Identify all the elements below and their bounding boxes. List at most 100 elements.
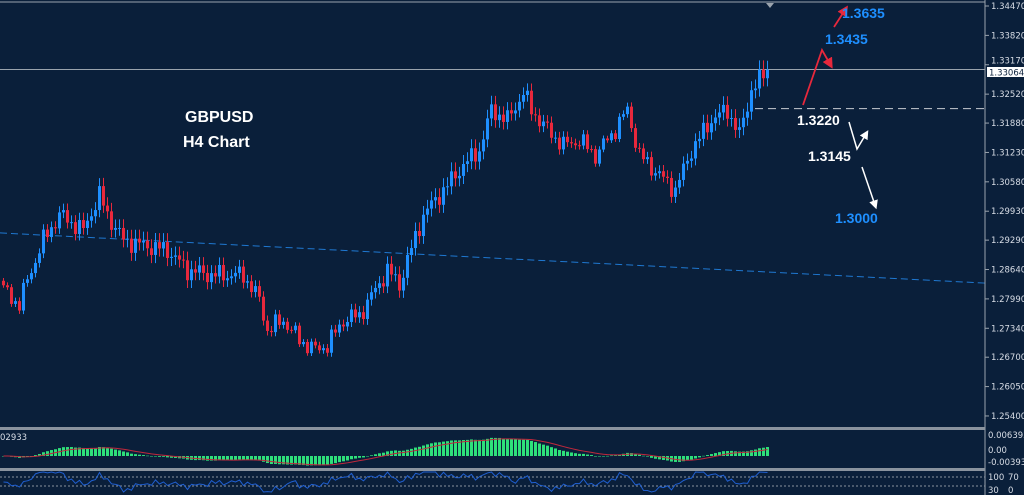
candle-body <box>626 106 629 115</box>
candle-body <box>78 220 81 235</box>
candle-body <box>650 157 653 176</box>
pullback-arrow <box>848 121 869 151</box>
candle-body <box>438 197 441 205</box>
chart-shift-marker-icon[interactable] <box>766 3 774 8</box>
candle-body <box>714 117 717 124</box>
macd-histogram-bar <box>406 449 409 456</box>
annotation-1-3635: 1.3635 <box>842 5 885 21</box>
candle-body <box>186 260 189 281</box>
candle-body <box>610 133 613 141</box>
candle-body <box>134 238 137 253</box>
candle-body <box>154 242 157 255</box>
macd-histogram-bar <box>62 447 65 456</box>
macd-histogram-bar <box>122 451 125 456</box>
annotation-1-3435: 1.3435 <box>825 31 868 47</box>
candle-body <box>210 273 213 283</box>
macd-histogram-bar <box>74 447 77 456</box>
macd-histogram-bar <box>562 450 565 456</box>
bullish-path-arrow <box>802 47 833 106</box>
macd-histogram-bar <box>442 441 445 456</box>
macd-histogram-bar <box>338 456 341 463</box>
candle-body <box>458 175 461 179</box>
macd-histogram-bar <box>682 456 685 462</box>
macd-histogram-bar <box>610 455 613 457</box>
candle-body <box>762 69 765 79</box>
macd-histogram-bar <box>198 456 201 461</box>
candle-body <box>702 122 705 139</box>
macd-histogram-bar <box>242 456 245 460</box>
macd-histogram-bar <box>170 456 173 458</box>
candle-body <box>706 122 709 133</box>
macd-histogram-bar <box>142 455 145 456</box>
macd-histogram-bar <box>238 456 241 460</box>
candle-body <box>398 274 401 291</box>
candle-body <box>158 242 161 249</box>
macd-histogram-bar <box>758 448 761 456</box>
candle-body <box>142 240 145 243</box>
panel-separator-macd[interactable] <box>0 427 985 430</box>
candle-body <box>346 321 349 327</box>
candle-body <box>110 211 113 230</box>
y-tick-label: 1.33820 <box>991 31 1024 41</box>
symbol-label: GBPUSD <box>185 109 253 126</box>
candle-body <box>222 265 225 281</box>
candle-body <box>234 272 237 277</box>
macd-histogram-bar <box>330 456 333 464</box>
macd-histogram-bar <box>414 447 417 456</box>
candle-body <box>758 69 761 89</box>
candle-body <box>18 301 21 311</box>
annotation-1-3145: 1.3145 <box>808 148 851 164</box>
oscillator-line <box>3 471 768 493</box>
oscillator-tick-label: 30 <box>988 486 999 495</box>
oscillator-tick-label: 100 <box>988 473 1004 483</box>
macd-tick-label: 0.006393 <box>988 431 1024 441</box>
candle-body <box>174 255 177 257</box>
macd-histogram-bar <box>510 439 513 456</box>
candle-body <box>266 320 269 331</box>
candle-body <box>526 90 529 96</box>
macd-histogram-bar <box>582 453 585 456</box>
candle-body <box>354 309 357 318</box>
candle-body <box>754 88 757 91</box>
candle-body <box>182 259 185 261</box>
candle-body <box>462 164 465 176</box>
panel-separator-oscillator[interactable] <box>0 468 985 471</box>
candle-body <box>630 106 633 129</box>
macd-histogram-bar <box>754 449 757 456</box>
macd-histogram-bar <box>294 456 297 465</box>
candle-body <box>530 90 533 115</box>
candle-body <box>102 186 105 206</box>
macd-histogram-bar <box>334 456 337 464</box>
candle-body <box>594 149 597 164</box>
candle-body <box>430 200 433 209</box>
timeframe-label: H4 Chart <box>183 134 250 151</box>
candle-body <box>258 286 261 297</box>
candle-body <box>674 187 677 197</box>
macd-histogram-bar <box>422 445 425 456</box>
candle-body <box>86 220 89 229</box>
macd-histogram-bar <box>282 456 285 465</box>
macd-histogram-bar <box>430 443 433 456</box>
macd-histogram-bar <box>490 437 493 456</box>
candle-body <box>254 286 257 293</box>
y-tick-label: 1.29930 <box>991 207 1024 217</box>
candle-body <box>562 136 565 150</box>
candle-body <box>670 177 673 197</box>
macd-histogram-bar <box>750 450 753 456</box>
macd-histogram-bar <box>270 456 273 464</box>
candle-body <box>558 137 561 150</box>
macd-histogram-bar <box>222 456 225 461</box>
candle-body <box>546 121 549 123</box>
macd-histogram-bar <box>718 452 721 456</box>
candle-body <box>274 314 277 333</box>
macd-histogram-bar <box>678 456 681 462</box>
y-tick-label: 1.29290 <box>991 236 1024 246</box>
macd-histogram-bar <box>534 442 537 456</box>
macd-histogram-bar <box>98 446 101 456</box>
candle-body <box>502 114 505 122</box>
macd-histogram-bar <box>310 456 313 466</box>
candle-body <box>690 158 693 161</box>
candle-body <box>130 238 133 253</box>
macd-histogram-bar <box>454 440 457 456</box>
